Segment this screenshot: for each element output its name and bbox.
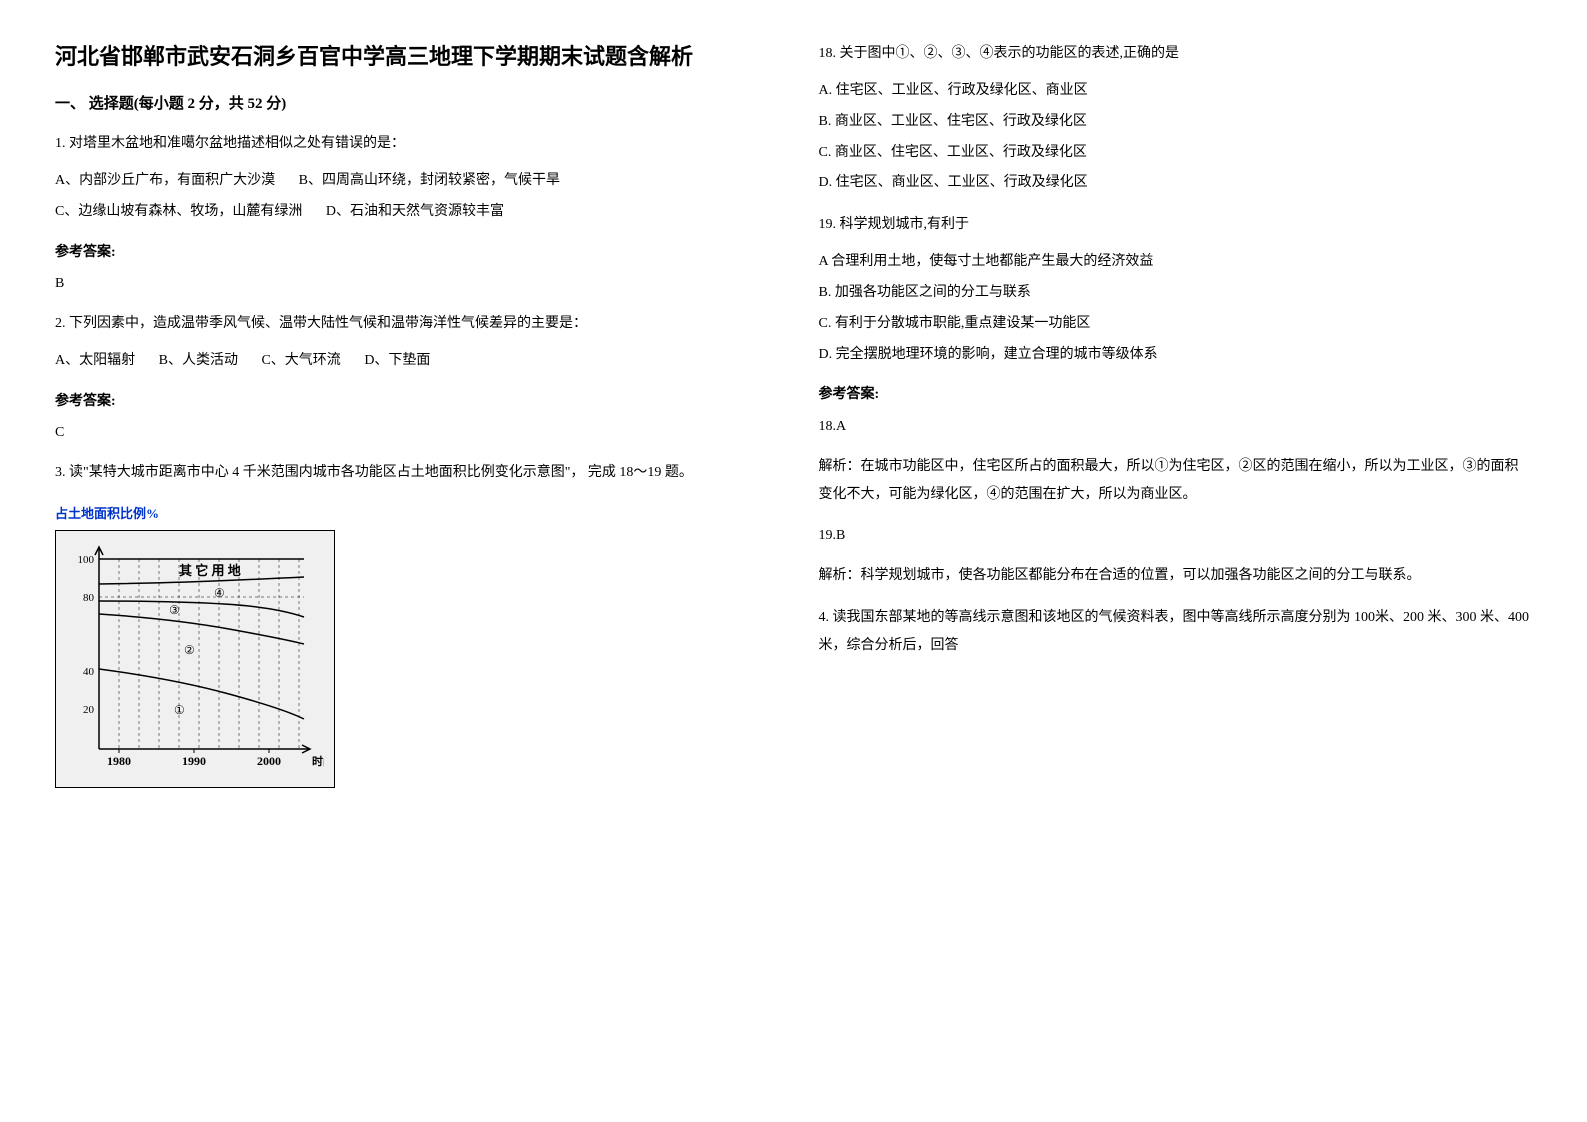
ytick-20: 20 xyxy=(83,704,95,716)
region-3: ③ xyxy=(169,603,180,617)
q19-optC: C. 有利于分散城市职能,重点建设某一功能区 xyxy=(819,309,1533,340)
ytick-80: 80 xyxy=(83,592,95,604)
q2-optD: D、下垫面 xyxy=(364,346,430,377)
ans18-explanation: 解析：在城市功能区中，住宅区所占的面积最大，所以①为住宅区，②区的范围在缩小，所… xyxy=(819,453,1533,509)
q19-stem: 19. 科学规划城市,有利于 xyxy=(819,211,1533,239)
q1819-answer-label: 参考答案: xyxy=(819,382,1533,407)
chart-other-label: 其 它 用 地 xyxy=(179,563,241,578)
q18-stem: 18. 关于图中①、②、③、④表示的功能区的表述,正确的是 xyxy=(819,40,1533,68)
q19-optB: B. 加强各功能区之间的分工与联系 xyxy=(819,278,1533,309)
xlabel: 时间(年) xyxy=(312,754,324,768)
question-19: 19. 科学规划城市,有利于 A 合理利用土地，使每寸土地都能产生最大的经济效益… xyxy=(819,211,1533,370)
q19-optA: A 合理利用土地，使每寸土地都能产生最大的经济效益 xyxy=(819,247,1533,278)
region-2: ② xyxy=(184,643,195,657)
q1-stem: 1. 对塔里木盆地和准噶尔盆地描述相似之处有错误的是： xyxy=(55,130,769,158)
q1-answer-label: 参考答案: xyxy=(55,240,769,265)
q1-optD: D、石油和天然气资源较丰富 xyxy=(326,197,504,228)
q2-answer: C xyxy=(55,420,769,445)
page-title: 河北省邯郸市武安石洞乡百官中学高三地理下学期期末试题含解析 xyxy=(55,40,769,73)
chart-ytitle: 占土地面积比例% xyxy=(55,502,769,525)
ans19-explanation: 解析：科学规划城市，使各功能区都能分布在合适的位置，可以加强各功能区之间的分工与… xyxy=(819,562,1533,590)
question-3: 3. 读"某特大城市距离市中心 4 千米范围内城市各功能区占土地面积比例变化示意… xyxy=(55,459,769,487)
q1-optC: C、边缘山坡有森林、牧场，山麓有绿洲 xyxy=(55,197,302,228)
region-4: ④ xyxy=(214,586,225,600)
q2-optA: A、太阳辐射 xyxy=(55,346,135,377)
xtick-1990: 1990 xyxy=(182,754,206,768)
question-4: 4. 读我国东部某地的等高线示意图和该地区的气候资料表，图中等高线所示高度分别为… xyxy=(819,604,1533,660)
q2-answer-label: 参考答案: xyxy=(55,389,769,414)
ans18-num: 18.A xyxy=(819,414,1533,439)
ytick-40: 40 xyxy=(83,666,95,678)
q19-optD: D. 完全摆脱地理环境的影响，建立合理的城市等级体系 xyxy=(819,340,1533,371)
q18-optC: C. 商业区、住宅区、工业区、行政及绿化区 xyxy=(819,138,1533,169)
q2-optC: C、大气环流 xyxy=(261,346,340,377)
ans19-num: 19.B xyxy=(819,523,1533,548)
q1-answer: B xyxy=(55,271,769,296)
q2-optB: B、人类活动 xyxy=(159,346,238,377)
xtick-2000: 2000 xyxy=(257,754,281,768)
q18-optB: B. 商业区、工业区、住宅区、行政及绿化区 xyxy=(819,107,1533,138)
question-1: 1. 对塔里木盆地和准噶尔盆地描述相似之处有错误的是： A、内部沙丘广布，有面积… xyxy=(55,130,769,228)
q18-optA: A. 住宅区、工业区、行政及绿化区、商业区 xyxy=(819,76,1533,107)
section-title: 一、 选择题(每小题 2 分，共 52 分) xyxy=(55,91,769,118)
q2-stem: 2. 下列因素中，造成温带季风气候、温带大陆性气候和温带海洋性气候差异的主要是： xyxy=(55,310,769,338)
xtick-1980: 1980 xyxy=(107,754,131,768)
q1-optA: A、内部沙丘广布，有面积广大沙漠 xyxy=(55,166,275,197)
region-1: ① xyxy=(174,703,185,717)
q1-optB: B、四周高山环绕，封闭较紧密，气候干旱 xyxy=(299,166,560,197)
chart-container: 占土地面积比例% 100 80 40 20 xyxy=(55,502,769,787)
q18-optD: D. 住宅区、商业区、工业区、行政及绿化区 xyxy=(819,168,1533,199)
land-use-chart: 100 80 40 20 xyxy=(55,530,335,788)
question-2: 2. 下列因素中，造成温带季风气候、温带大陆性气候和温带海洋性气候差异的主要是：… xyxy=(55,310,769,377)
ytick-100: 100 xyxy=(78,554,95,566)
q4-stem: 4. 读我国东部某地的等高线示意图和该地区的气候资料表，图中等高线所示高度分别为… xyxy=(819,604,1533,660)
question-18: 18. 关于图中①、②、③、④表示的功能区的表述,正确的是 A. 住宅区、工业区… xyxy=(819,40,1533,199)
q3-stem: 3. 读"某特大城市距离市中心 4 千米范围内城市各功能区占土地面积比例变化示意… xyxy=(55,459,769,487)
